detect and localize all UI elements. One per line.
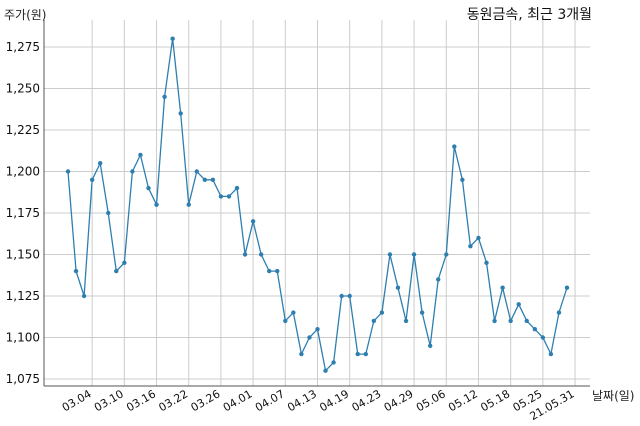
data-point (242, 252, 248, 257)
data-point (323, 368, 328, 373)
data-point (178, 111, 183, 116)
data-point (258, 252, 264, 257)
data-point (331, 360, 336, 365)
y-tick-label: 1,225 (6, 123, 40, 137)
axis-layer: 1,075 1,100 1,125 1,150 1,175 1,200 1,225 1,250… (6, 20, 590, 423)
series-layer (65, 36, 570, 373)
data-point (226, 194, 232, 199)
data-point (154, 202, 159, 207)
data-point (556, 310, 562, 315)
data-point (395, 285, 401, 290)
data-point (170, 36, 175, 41)
data-point (564, 285, 570, 290)
data-point (106, 210, 111, 216)
y-tick-label: 1,275 (6, 40, 40, 54)
x-tick-label: 03.26 (189, 387, 223, 414)
x-axis-title: 날짜(일) (592, 389, 635, 403)
data-point (299, 351, 304, 357)
x-tick-label: 04.01 (221, 387, 255, 414)
x-tick-label: 03.16 (124, 387, 158, 414)
data-point (460, 177, 465, 182)
y-tick-label: 1,250 (6, 82, 40, 96)
data-point (419, 310, 425, 315)
x-tick-label: 05.18 (478, 387, 512, 414)
data-point (81, 293, 87, 299)
data-point (218, 194, 224, 199)
data-point (524, 318, 529, 324)
data-point (540, 335, 546, 340)
x-tick-label: 03.04 (60, 387, 94, 414)
y-tick-label: 1,100 (6, 331, 40, 345)
data-point (73, 268, 79, 274)
x-tick-label: 04.23 (350, 387, 384, 414)
data-point (444, 252, 449, 257)
data-point (492, 318, 497, 324)
data-point (138, 152, 143, 158)
data-point (89, 177, 95, 182)
data-point (307, 335, 312, 340)
x-tick-label: 04.29 (382, 387, 416, 414)
data-point (250, 219, 256, 224)
x-tick-label: 04.19 (317, 387, 351, 414)
data-point (97, 161, 103, 166)
data-point (436, 277, 441, 282)
data-point (548, 351, 554, 357)
y-tick-label: 1,175 (6, 206, 40, 220)
data-point (210, 177, 216, 182)
data-point (291, 310, 296, 315)
x-tick-label: 04.07 (253, 387, 287, 414)
y-tick-label: 1,125 (6, 289, 40, 303)
data-point (508, 318, 513, 324)
x-tick-label: 05.12 (446, 387, 480, 414)
data-point (65, 169, 71, 174)
data-point (427, 343, 433, 348)
data-point (379, 310, 385, 315)
y-tick-label: 1,200 (6, 165, 40, 179)
data-point (275, 268, 280, 274)
data-point (403, 318, 409, 324)
data-point (267, 268, 272, 274)
y-tick-label: 1,150 (6, 248, 40, 262)
data-point (202, 177, 208, 182)
data-point (387, 252, 393, 257)
data-point (114, 268, 119, 274)
data-point (122, 260, 127, 265)
y-tick-label: 1,075 (6, 372, 40, 386)
data-point (452, 144, 457, 149)
data-point (130, 169, 135, 174)
x-tick-label: 05.06 (414, 387, 448, 414)
data-point (315, 327, 320, 332)
x-tick-label: 04.13 (285, 387, 319, 414)
data-point (411, 252, 417, 257)
data-point (500, 285, 505, 290)
data-point (234, 185, 240, 191)
data-point (339, 293, 344, 299)
data-point (532, 327, 538, 332)
data-point (162, 94, 167, 100)
x-tick-label: 03.22 (156, 387, 190, 414)
data-point (355, 351, 360, 357)
data-point (194, 169, 199, 174)
data-point (146, 185, 151, 191)
data-point (476, 235, 481, 241)
y-axis-title: 주가(원) (4, 8, 47, 22)
x-tick-label: 03.10 (92, 387, 126, 414)
chart-title: 동원금속, 최근 3개월 (466, 7, 592, 23)
data-point (371, 318, 377, 324)
data-point (283, 318, 288, 324)
data-point (516, 302, 521, 307)
data-point (347, 293, 352, 299)
data-point (484, 260, 489, 265)
data-point (468, 244, 473, 249)
data-point (363, 351, 368, 357)
data-point (186, 202, 191, 207)
